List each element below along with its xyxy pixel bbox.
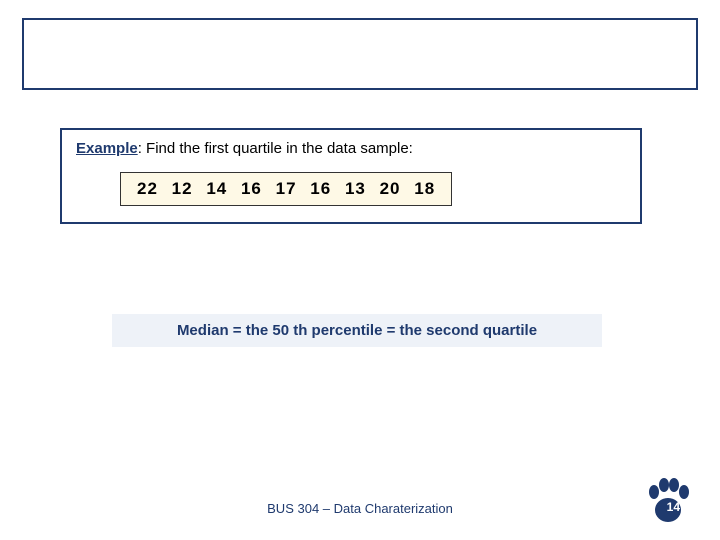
example-label: Example [76,140,138,157]
data-sample-box: 22 12 14 16 17 16 13 20 18 [120,172,452,206]
data-value: 18 [414,179,435,198]
data-value: 20 [380,179,401,198]
data-value: 13 [345,179,366,198]
title-box [22,18,698,90]
data-value: 14 [206,179,227,198]
data-value: 17 [276,179,297,198]
footer-text: BUS 304 – Data Charaterization [0,501,720,516]
data-value: 22 [137,179,158,198]
slide-number: 14 [667,500,680,514]
data-value: 16 [241,179,262,198]
example-box: Example: Find the first quartile in the … [60,128,642,224]
data-value: 12 [172,179,193,198]
example-prompt: : Find the first quartile in the data sa… [138,140,413,157]
example-line: Example: Find the first quartile in the … [76,140,626,158]
median-note: Median = the 50 th percentile = the seco… [112,314,602,347]
data-value: 16 [310,179,331,198]
